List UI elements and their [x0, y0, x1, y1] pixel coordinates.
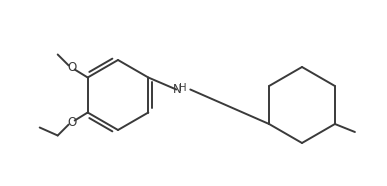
- Text: N: N: [173, 83, 182, 96]
- Text: H: H: [178, 83, 186, 92]
- Text: O: O: [67, 116, 76, 129]
- Text: O: O: [67, 61, 76, 74]
